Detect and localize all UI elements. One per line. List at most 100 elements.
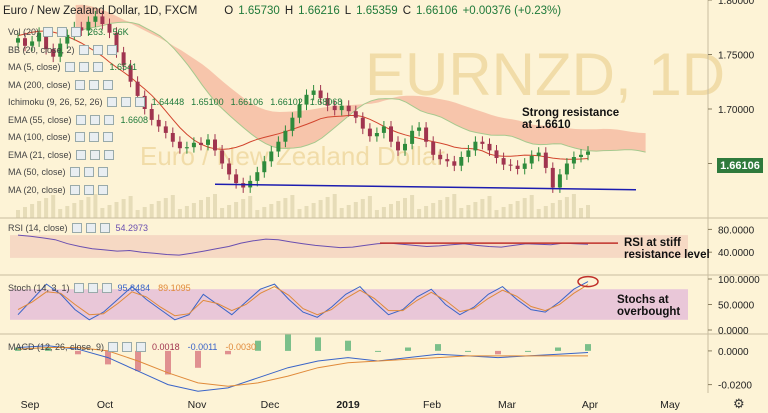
eye-icon[interactable] <box>69 184 80 195</box>
settings-icon[interactable] <box>78 62 89 72</box>
gear-icon[interactable]: ⚙ <box>733 396 745 411</box>
close-icon[interactable] <box>103 114 114 125</box>
settings-icon[interactable] <box>122 342 133 352</box>
macd-panel[interactable] <box>15 334 591 392</box>
low-value: 1.65359 <box>356 5 398 17</box>
macd-histogram-bar <box>75 350 81 355</box>
indicator-row[interactable]: Vol (20) 263. 56K <box>8 27 129 37</box>
settings-icon[interactable] <box>89 114 100 125</box>
indicator-row[interactable]: EMA (21, close) <box>8 149 114 160</box>
eye-icon[interactable] <box>74 79 85 90</box>
eye-icon[interactable] <box>64 62 75 72</box>
volume-bar <box>564 197 569 218</box>
eye-icon[interactable] <box>106 97 117 107</box>
eye-icon[interactable] <box>74 132 85 142</box>
eye-icon[interactable] <box>69 167 80 177</box>
time-axis-label: 2019 <box>336 399 360 411</box>
close-icon[interactable] <box>136 342 147 352</box>
indicator-row[interactable]: Ichimoku (9, 26, 52, 26) 1.64448 1.65100 1.… <box>8 97 342 107</box>
volume-bar <box>51 195 56 218</box>
close-icon[interactable] <box>101 283 112 293</box>
close-icon[interactable] <box>102 79 113 90</box>
price-panel[interactable] <box>16 4 646 218</box>
rsi-panel[interactable] <box>10 234 688 258</box>
volume-bar <box>290 195 295 218</box>
volume-bar <box>374 210 379 218</box>
indicator-row[interactable]: BB (20, close, 2) <box>8 44 117 55</box>
open-label: O <box>224 5 234 17</box>
ema55-line <box>17 30 589 160</box>
settings-icon[interactable] <box>88 79 99 90</box>
close-icon[interactable] <box>71 27 82 37</box>
volume-bar <box>44 198 49 218</box>
close-icon[interactable] <box>103 149 114 160</box>
eye-icon[interactable] <box>78 44 89 55</box>
volume-bar <box>121 199 126 218</box>
price-axis-label: 1.80000 <box>718 0 755 7</box>
support-trendline <box>214 183 637 191</box>
candle-body <box>417 127 422 131</box>
ichimoku-cloud <box>75 4 646 153</box>
symbol-title[interactable]: Euro / New Zealand Dollar, 1D, FXCM <box>3 5 198 17</box>
indicator-label: BB (20, close, 2) <box>8 44 75 55</box>
close-icon[interactable] <box>92 62 103 72</box>
volume-bar <box>30 204 35 218</box>
close-icon[interactable] <box>97 184 108 195</box>
indicator-value: 56K <box>112 27 129 37</box>
indicator-row[interactable]: EMA (55, close) 1.6608 <box>8 114 148 125</box>
candle-body <box>276 141 281 152</box>
stoch-panel[interactable] <box>10 275 688 321</box>
settings-icon[interactable] <box>87 283 98 293</box>
candle-body <box>367 128 372 137</box>
volume-bar <box>184 206 189 218</box>
volume-bar <box>515 201 520 218</box>
volume-bar <box>114 202 119 218</box>
volume-bar <box>389 204 393 218</box>
macd-histogram-bar <box>495 350 501 355</box>
macd-histogram-bar <box>165 350 171 375</box>
candle-body <box>283 130 288 142</box>
rsi-legend[interactable]: RSI (14, close) 54.2973 <box>8 223 148 233</box>
eye-icon[interactable] <box>75 149 86 160</box>
indicator-row[interactable]: MA (5, close) 1.6541 <box>8 62 137 72</box>
stoch-legend[interactable]: Stoch (14, 3, 1) 95.8484 89.1095 <box>8 283 191 293</box>
settings-icon[interactable] <box>83 167 94 177</box>
settings-icon[interactable] <box>85 223 96 233</box>
candle-body <box>114 32 119 53</box>
volume-bar <box>459 208 464 218</box>
eye-icon[interactable] <box>108 342 119 352</box>
macd-legend[interactable]: MACD (12, 26, close, 9) 0.0018 -0.0011 -… <box>8 342 256 352</box>
stoch-axis-label: 0.0000 <box>718 326 749 337</box>
volume-bar <box>367 196 372 218</box>
indicator-row[interactable]: MA (50, close) <box>8 167 108 177</box>
volume-bar <box>213 194 217 218</box>
settings-icon[interactable] <box>88 132 99 142</box>
indicator-row[interactable]: MA (200, close) <box>8 79 113 90</box>
candle-body <box>346 105 351 112</box>
settings-icon[interactable] <box>120 97 131 107</box>
volume-bar <box>466 205 471 218</box>
settings-icon[interactable] <box>89 149 100 160</box>
volume-bar <box>381 207 386 218</box>
indicator-value: 1.66102 <box>270 97 303 107</box>
close-icon[interactable] <box>106 44 117 55</box>
eye-icon[interactable] <box>73 283 84 293</box>
volume-bar <box>522 198 527 218</box>
close-icon[interactable] <box>134 97 145 107</box>
close-icon[interactable] <box>99 223 110 233</box>
close-icon[interactable] <box>97 167 108 177</box>
settings-icon[interactable] <box>57 27 68 37</box>
indicator-row[interactable]: MA (20, close) <box>8 184 108 195</box>
close-label: C <box>402 5 412 17</box>
volume-bar <box>156 201 161 218</box>
indicator-row[interactable]: MA (100, close) <box>8 132 113 142</box>
close-icon[interactable] <box>102 132 113 142</box>
settings-icon[interactable] <box>83 184 94 195</box>
volume-bar <box>227 205 232 218</box>
volume-bar <box>177 209 182 218</box>
eye-icon[interactable] <box>75 114 86 125</box>
eye-icon[interactable] <box>71 223 82 233</box>
time-axis-label: Feb <box>423 399 441 411</box>
eye-icon[interactable] <box>43 27 54 37</box>
settings-icon[interactable] <box>92 44 103 55</box>
